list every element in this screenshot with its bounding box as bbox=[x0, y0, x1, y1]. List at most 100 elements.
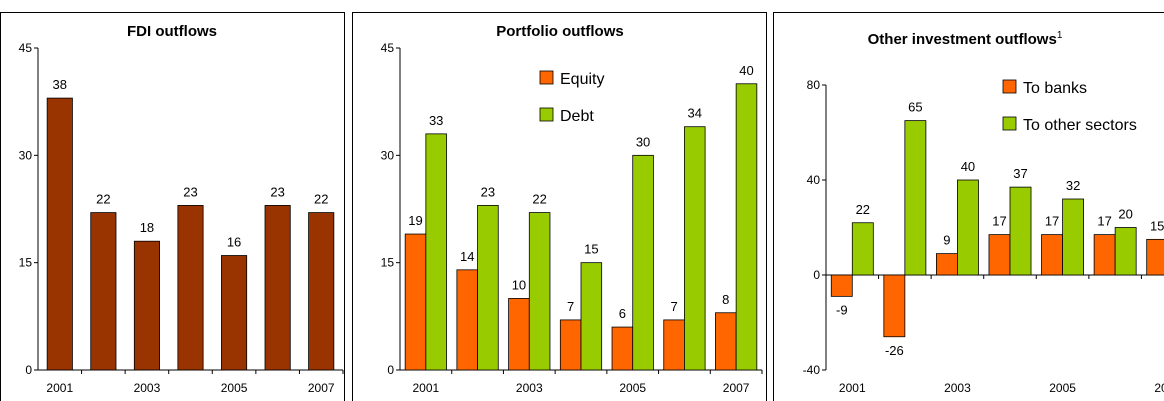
bar bbox=[46, 97, 73, 371]
y-tick-label: 15 bbox=[19, 256, 33, 270]
data-label: 23 bbox=[183, 184, 197, 199]
bar bbox=[1062, 198, 1084, 276]
legend-swatch bbox=[1002, 116, 1017, 131]
data-label: 22 bbox=[96, 192, 110, 207]
chart-title-text: FDI outflows bbox=[127, 23, 217, 40]
chart-title: Other investment outflows1 bbox=[868, 30, 1063, 48]
bar bbox=[559, 319, 582, 371]
data-label: 20 bbox=[1118, 207, 1132, 222]
data-label: 37 bbox=[1013, 166, 1027, 181]
chart-title: FDI outflows bbox=[127, 23, 217, 40]
data-label: 33 bbox=[429, 113, 443, 128]
data-label: 17 bbox=[1045, 214, 1059, 229]
legend-label: To other sectors bbox=[1023, 117, 1137, 134]
bar bbox=[133, 240, 160, 371]
x-tick-label: 2001 bbox=[46, 381, 73, 395]
chart-title-text: Other investment outflows bbox=[868, 31, 1057, 48]
y-tick-label: 45 bbox=[381, 41, 395, 55]
data-label: 7 bbox=[567, 299, 574, 314]
y-tick-label: 40 bbox=[807, 173, 821, 187]
data-label: 38 bbox=[53, 77, 67, 92]
bar bbox=[1009, 186, 1032, 276]
bar bbox=[904, 120, 927, 276]
chart-title-text: Portfolio outflows bbox=[496, 23, 623, 40]
bar bbox=[684, 126, 706, 371]
bar bbox=[1146, 238, 1164, 276]
bar bbox=[308, 212, 335, 371]
panel-frame bbox=[352, 12, 767, 401]
bar bbox=[663, 319, 685, 371]
data-label: 8 bbox=[722, 292, 729, 307]
bar bbox=[735, 83, 758, 371]
data-label: -9 bbox=[836, 302, 848, 317]
x-tick-label: 2007 bbox=[1154, 381, 1164, 395]
x-tick-label: 2005 bbox=[1049, 381, 1076, 395]
bar bbox=[90, 212, 117, 371]
legend-label: To banks bbox=[1023, 80, 1087, 97]
legend-swatch bbox=[539, 70, 554, 85]
bar bbox=[477, 205, 499, 371]
chart-title: Portfolio outflows bbox=[496, 23, 623, 40]
bar bbox=[1093, 234, 1116, 276]
title-superscript: 1 bbox=[1057, 30, 1063, 41]
data-label: 22 bbox=[856, 202, 870, 217]
legend-label: Debt bbox=[560, 108, 594, 125]
data-label: 14 bbox=[460, 249, 474, 264]
panel-frame bbox=[773, 12, 1164, 401]
bar bbox=[425, 133, 447, 371]
data-label: 7 bbox=[670, 299, 677, 314]
y-tick-label: -40 bbox=[803, 363, 821, 377]
x-tick-label: 2003 bbox=[134, 381, 161, 395]
bar bbox=[883, 274, 906, 338]
bar bbox=[611, 326, 634, 371]
bar bbox=[264, 205, 291, 371]
y-tick-label: 80 bbox=[807, 78, 821, 92]
data-label: 22 bbox=[532, 192, 546, 207]
bar bbox=[580, 262, 603, 371]
bar bbox=[936, 253, 958, 276]
legend-label: Equity bbox=[560, 71, 604, 88]
data-label: 9 bbox=[943, 233, 950, 248]
data-label: 40 bbox=[739, 63, 753, 78]
bar bbox=[528, 212, 551, 371]
data-label: 40 bbox=[961, 159, 975, 174]
bar bbox=[177, 205, 204, 371]
bar bbox=[632, 154, 654, 371]
bar bbox=[1041, 234, 1063, 276]
data-label: 23 bbox=[270, 184, 284, 199]
data-label: 34 bbox=[688, 106, 702, 121]
data-label: 65 bbox=[908, 100, 922, 115]
bar bbox=[715, 312, 737, 371]
bar bbox=[957, 179, 979, 276]
y-tick-label: 0 bbox=[813, 268, 820, 282]
x-tick-label: 2007 bbox=[308, 381, 335, 395]
data-label: 16 bbox=[227, 235, 241, 250]
x-tick-label: 2003 bbox=[944, 381, 971, 395]
bar bbox=[988, 234, 1011, 276]
data-label: 15 bbox=[1150, 218, 1164, 233]
bar bbox=[1114, 227, 1137, 276]
data-label: 32 bbox=[1066, 178, 1080, 193]
data-label: 22 bbox=[314, 192, 328, 207]
y-tick-label: 0 bbox=[25, 363, 32, 377]
bar bbox=[830, 274, 853, 297]
bar bbox=[508, 298, 530, 371]
y-tick-label: 30 bbox=[381, 148, 395, 162]
data-label: 10 bbox=[512, 277, 526, 292]
bar bbox=[851, 222, 874, 276]
x-tick-label: 2001 bbox=[839, 381, 866, 395]
x-tick-label: 2003 bbox=[516, 381, 543, 395]
data-label: 17 bbox=[992, 214, 1006, 229]
y-tick-label: 30 bbox=[19, 148, 33, 162]
x-tick-label: 2001 bbox=[413, 381, 440, 395]
bar bbox=[456, 269, 478, 371]
data-label: 17 bbox=[1097, 214, 1111, 229]
y-tick-label: 45 bbox=[19, 41, 33, 55]
bar bbox=[404, 233, 427, 371]
x-tick-label: 2005 bbox=[221, 381, 248, 395]
data-label: 30 bbox=[636, 134, 650, 149]
bar bbox=[221, 255, 248, 371]
data-label: 23 bbox=[481, 184, 495, 199]
panel-frame bbox=[0, 12, 345, 401]
